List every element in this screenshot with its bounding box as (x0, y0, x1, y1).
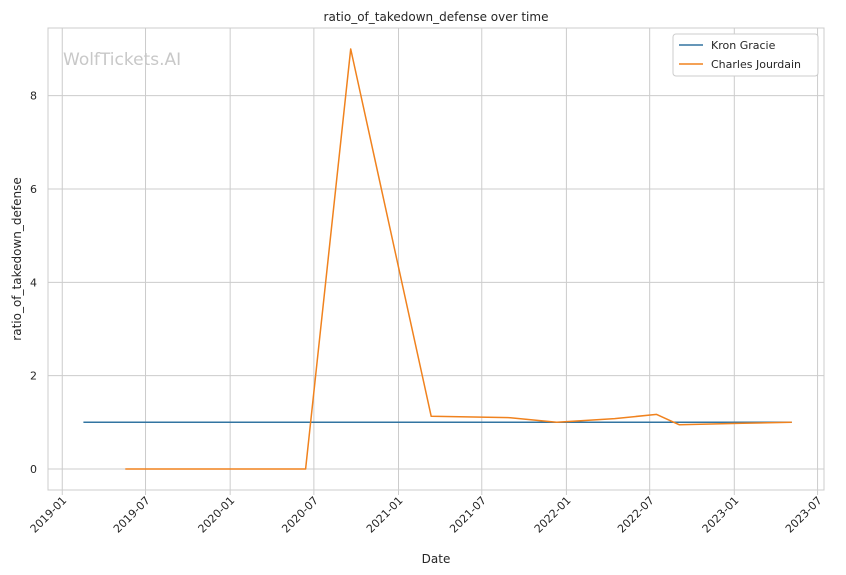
chart-title: ratio_of_takedown_defense over time (324, 10, 549, 24)
legend: Kron Gracie Charles Jourdain (672, 33, 819, 77)
legend-box (672, 33, 819, 77)
y-tick-label: 4 (30, 276, 37, 289)
plot-area (47, 27, 825, 491)
y-tick-label: 2 (30, 370, 37, 383)
watermark-text: WolfTickets.AI (63, 50, 181, 70)
plot-frame (47, 27, 825, 491)
series-lines (83, 48, 792, 470)
y-tick-label: 0 (30, 463, 37, 476)
legend-label-kron-gracie: Kron Gracie (711, 39, 776, 52)
y-axis-ticks: 0 2 4 6 8 (30, 90, 37, 476)
y-tick-label: 8 (30, 90, 37, 103)
gridlines (48, 28, 824, 490)
y-tick-label: 6 (30, 183, 37, 196)
y-axis-title: ratio_of_takedown_defense (10, 177, 24, 340)
legend-label-charles-jourdain: Charles Jourdain (711, 58, 801, 71)
x-axis-title: Date (422, 552, 451, 566)
series-line-charles-jourdain (125, 48, 792, 470)
